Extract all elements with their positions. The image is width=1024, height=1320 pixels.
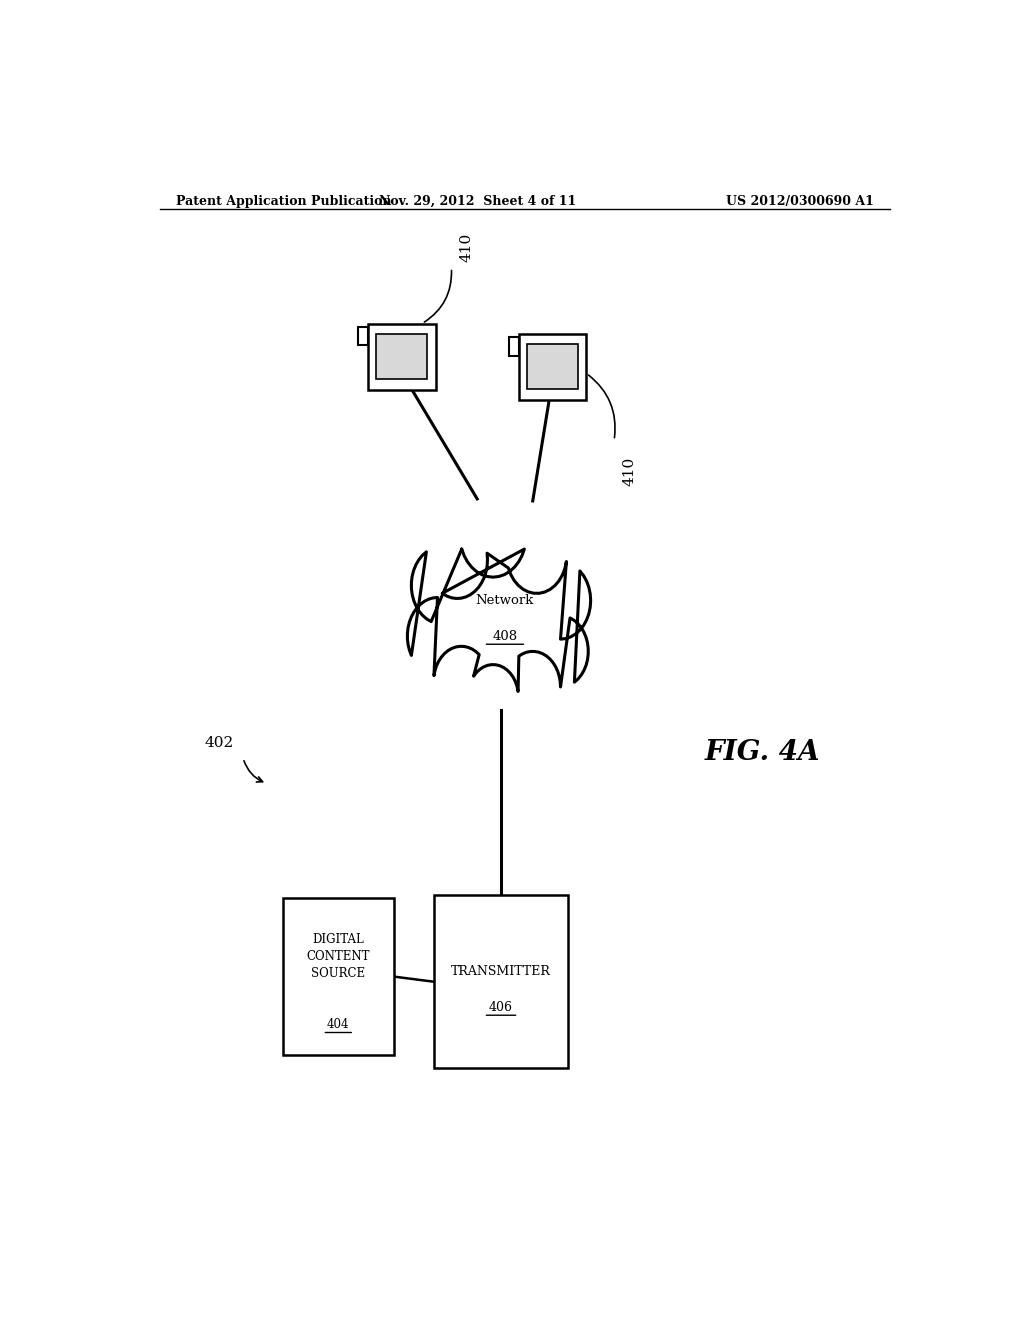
Text: FIG. 4A: FIG. 4A <box>706 739 820 767</box>
Text: 410: 410 <box>622 457 636 486</box>
Polygon shape <box>408 549 591 692</box>
Text: 404: 404 <box>327 1018 349 1031</box>
Bar <box>368 323 435 389</box>
Bar <box>527 345 579 389</box>
Text: DIGITAL
CONTENT
SOURCE: DIGITAL CONTENT SOURCE <box>306 933 370 979</box>
Text: Network: Network <box>476 594 535 607</box>
Bar <box>433 895 568 1068</box>
Bar <box>509 337 519 355</box>
Bar <box>358 327 368 346</box>
Text: US 2012/0300690 A1: US 2012/0300690 A1 <box>726 194 873 207</box>
Text: 402: 402 <box>205 735 233 750</box>
Bar <box>519 334 587 400</box>
Bar <box>376 334 427 379</box>
Text: Patent Application Publication: Patent Application Publication <box>176 194 391 207</box>
Bar <box>283 898 394 1056</box>
Text: 408: 408 <box>493 630 517 643</box>
Text: Nov. 29, 2012  Sheet 4 of 11: Nov. 29, 2012 Sheet 4 of 11 <box>379 194 575 207</box>
Text: TRANSMITTER: TRANSMITTER <box>451 965 551 978</box>
Text: 406: 406 <box>489 1001 513 1014</box>
Text: 410: 410 <box>460 232 473 261</box>
